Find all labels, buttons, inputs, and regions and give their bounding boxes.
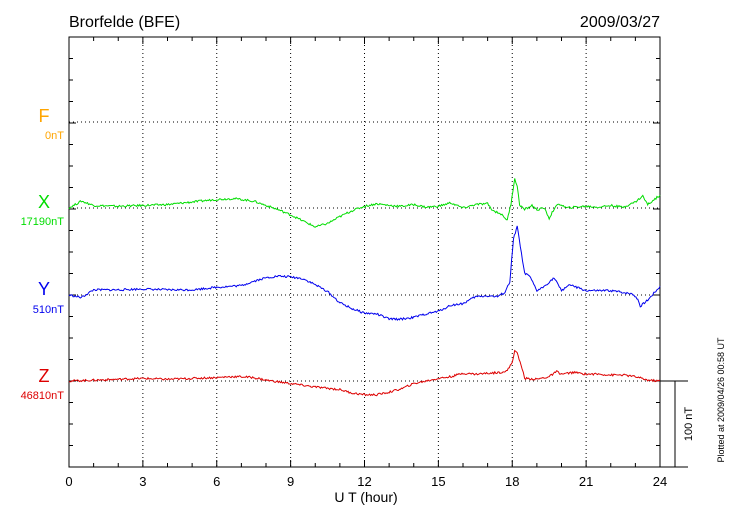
x-tick-label: 15: [431, 474, 445, 489]
chart-date: 2009/03/27: [580, 14, 660, 31]
axis-ticks: [68, 36, 661, 468]
series-baseline-f: 0nT: [45, 130, 64, 142]
scale-bar-label: 100 nT: [683, 407, 695, 442]
x-tick-label: 0: [65, 474, 72, 489]
series-baseline-x: 17190nT: [21, 216, 65, 228]
series-line-x: [68, 178, 661, 228]
series-label-f: F: [39, 106, 50, 126]
series-lines: [68, 178, 661, 397]
x-tick-label: 12: [357, 474, 371, 489]
series-baseline-y: 510nT: [33, 304, 64, 316]
x-tick-labels: 0 3 6 9 12 15 18 21 24: [65, 474, 667, 489]
x-tick-label: 3: [139, 474, 146, 489]
x-tick-label: 6: [213, 474, 220, 489]
series-baseline-z: 46810nT: [21, 390, 65, 402]
x-tick-label: 18: [505, 474, 519, 489]
series-label-x: X: [38, 192, 50, 212]
series-label-y: Y: [38, 279, 50, 299]
series-label-z: Z: [39, 366, 50, 386]
x-tick-label: 24: [653, 474, 667, 489]
plotted-timestamp: Plotted at 2009/04/26 00:58 UT: [716, 337, 726, 463]
grid: [69, 37, 660, 467]
chart-title: Brorfelde (BFE): [69, 14, 180, 31]
series-line-y: [68, 225, 661, 321]
x-tick-label: 21: [579, 474, 593, 489]
series-line-z: [68, 349, 661, 397]
x-tick-label: 9: [287, 474, 294, 489]
x-axis-label: U T (hour): [334, 489, 397, 505]
